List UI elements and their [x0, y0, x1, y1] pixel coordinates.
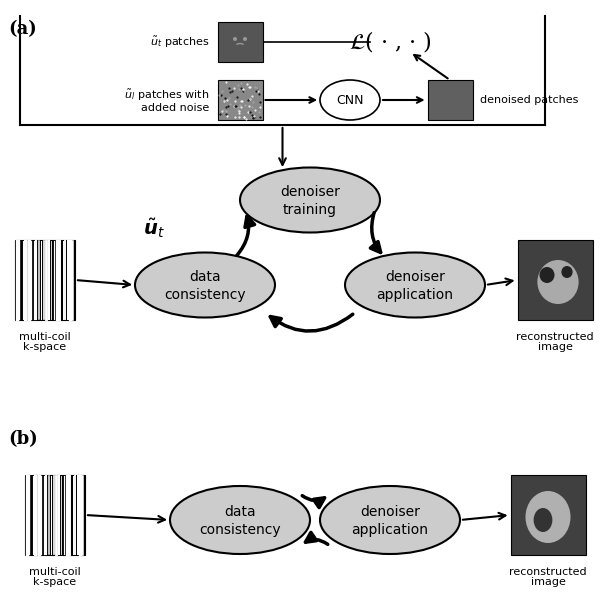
Ellipse shape [240, 168, 380, 232]
Text: reconstructed: reconstructed [516, 332, 594, 342]
Text: $\mathcal{L}$( · , · ): $\mathcal{L}$( · , · ) [349, 29, 431, 54]
Text: data: data [189, 270, 221, 284]
FancyArrowPatch shape [463, 513, 506, 520]
Text: image: image [530, 577, 565, 587]
Text: k-space: k-space [23, 342, 67, 352]
Text: $\tilde{u}_l$ patches with: $\tilde{u}_l$ patches with [124, 87, 209, 102]
FancyArrowPatch shape [270, 314, 353, 331]
Text: denoiser: denoiser [280, 185, 340, 199]
FancyArrowPatch shape [78, 280, 130, 287]
Text: consistency: consistency [199, 523, 281, 537]
FancyArrowPatch shape [414, 55, 448, 79]
Text: multi-coil: multi-coil [29, 567, 81, 577]
Text: (b): (b) [8, 430, 38, 448]
Ellipse shape [320, 80, 380, 120]
Ellipse shape [562, 266, 573, 278]
FancyBboxPatch shape [510, 475, 586, 555]
Text: added noise: added noise [141, 103, 209, 113]
Text: application: application [376, 288, 453, 302]
Text: $\tilde{u}_t$ patches: $\tilde{u}_t$ patches [150, 34, 209, 49]
FancyArrowPatch shape [237, 217, 255, 256]
Text: (a): (a) [8, 20, 37, 38]
FancyArrowPatch shape [383, 97, 423, 102]
Text: denoiser: denoiser [385, 270, 445, 284]
FancyBboxPatch shape [518, 240, 592, 320]
FancyArrowPatch shape [302, 496, 324, 508]
FancyArrowPatch shape [488, 279, 512, 285]
Text: reconstructed: reconstructed [509, 567, 587, 577]
Text: training: training [283, 203, 337, 217]
Ellipse shape [539, 267, 554, 283]
Ellipse shape [345, 253, 485, 317]
FancyBboxPatch shape [15, 240, 75, 320]
Ellipse shape [526, 491, 571, 543]
FancyArrowPatch shape [88, 515, 165, 523]
Ellipse shape [135, 253, 275, 317]
Text: multi-coil: multi-coil [19, 332, 71, 342]
FancyArrowPatch shape [370, 213, 380, 253]
Text: application: application [352, 523, 429, 537]
Text: image: image [538, 342, 573, 352]
FancyArrowPatch shape [305, 533, 327, 544]
FancyBboxPatch shape [217, 22, 262, 62]
Ellipse shape [538, 260, 579, 304]
Ellipse shape [170, 486, 310, 554]
Ellipse shape [320, 486, 460, 554]
Text: denoised patches: denoised patches [480, 95, 579, 105]
Text: CNN: CNN [337, 93, 364, 107]
FancyArrowPatch shape [279, 127, 286, 165]
FancyBboxPatch shape [217, 80, 262, 120]
Ellipse shape [243, 37, 247, 41]
Text: consistency: consistency [164, 288, 246, 302]
Text: denoiser: denoiser [360, 505, 420, 519]
Ellipse shape [233, 37, 237, 41]
Text: $\tilde{\boldsymbol{u}}_t$: $\tilde{\boldsymbol{u}}_t$ [143, 217, 165, 240]
Text: k-space: k-space [34, 577, 76, 587]
Text: data: data [224, 505, 256, 519]
FancyBboxPatch shape [25, 475, 85, 555]
FancyBboxPatch shape [427, 80, 473, 120]
Ellipse shape [533, 508, 553, 532]
FancyArrowPatch shape [265, 97, 315, 102]
